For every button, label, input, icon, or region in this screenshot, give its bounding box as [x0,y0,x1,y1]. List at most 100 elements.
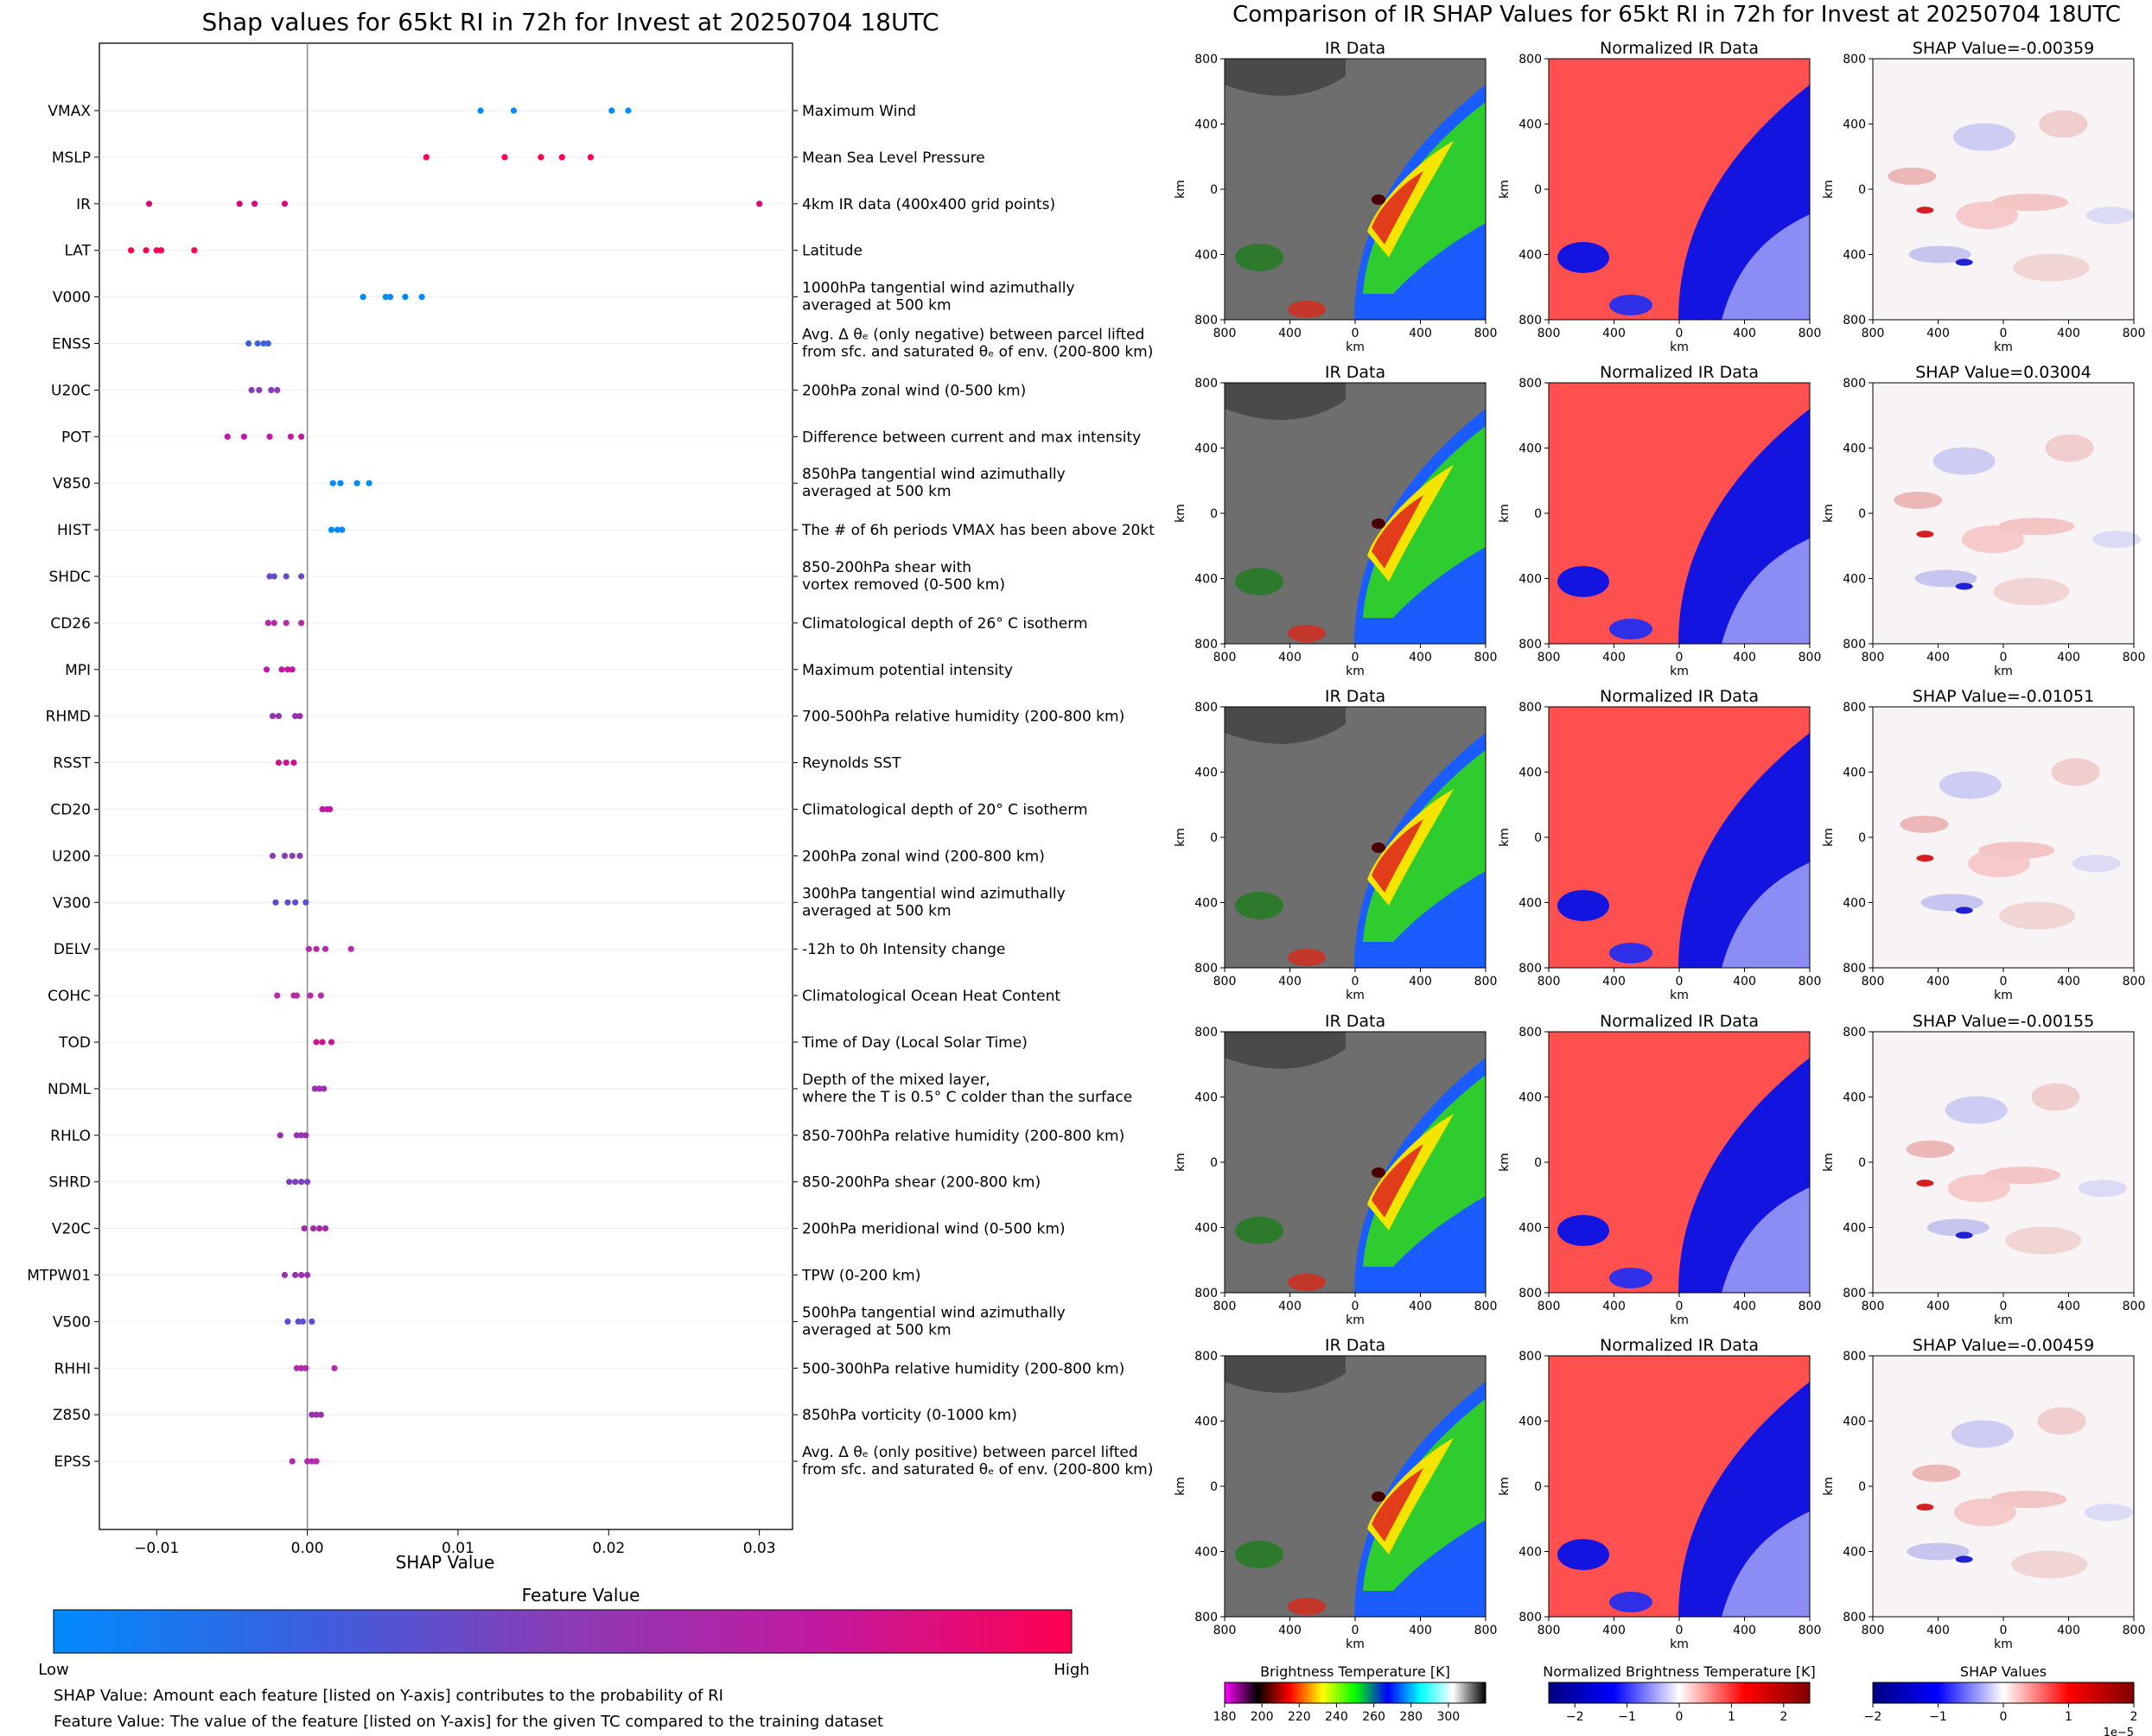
ir-cloud-core-red [1372,171,1423,245]
map-y-tick-label: 800 [1843,701,1866,715]
shap-point [271,573,277,580]
feature-code-label: MTPW01 [27,1268,91,1285]
feature-code-label: ENSS [52,336,91,353]
shap-point [321,1085,328,1092]
shap-point [305,945,312,952]
heatmap-colorbar-tick-label: 0 [1676,1710,1684,1724]
map-x-tick-label: 800 [1213,1624,1237,1637]
map-x-axis-label: km [1670,340,1689,354]
shap-point [274,992,281,999]
shap-point [143,247,150,254]
heatmap-colorbar-tick-label: 260 [1362,1710,1385,1724]
ir-cell [1235,1541,1283,1568]
map-x-tick-label: 0 [2000,327,2008,340]
shap-point [319,1039,326,1046]
shap-point [287,433,295,440]
map-x-tick-label: 800 [1538,1624,1561,1637]
shap-point [307,992,314,999]
map-panel: SHAP Value=0.030048008004004000040040080… [1822,363,2145,678]
map-y-axis-label: km [1498,1153,1512,1172]
x-tick-label: 0.00 [291,1540,324,1557]
feature-description-label: vortex removed (0-500 km) [802,576,1005,594]
shap-point [283,620,290,626]
map-y-tick-label: 400 [1518,442,1542,456]
ir-cloud-core-red [1372,819,1423,893]
colorbar-low-label: Low [38,1661,68,1679]
shap-background [1873,383,2134,644]
norm-cirrus [1722,1187,1810,1293]
shap-point [281,1271,289,1279]
shap-point [128,247,135,254]
map-x-axis-label: km [1670,1313,1689,1327]
map-x-tick-label: 0 [1676,1300,1684,1313]
shap-point [266,573,273,580]
shap-point [298,1271,305,1279]
map-panel-title: SHAP Value=-0.00459 [1913,1336,2094,1355]
shap-background [1873,1356,2134,1617]
map-x-tick-label: 400 [1409,1300,1432,1313]
map-y-axis-label: km [1498,828,1512,847]
ir-land-shadow [1225,59,1346,96]
map-x-tick-label: 400 [1278,1624,1302,1637]
shap-feature-blob [1906,1140,1955,1158]
shap-point [281,200,289,207]
shap-point [275,760,283,766]
map-x-tick-label: 800 [1474,975,1498,989]
map-x-tick-label: 800 [1474,327,1498,340]
ir-cell [1288,949,1326,966]
feature-description-label: Climatological Ocean Heat Content [802,988,1060,1005]
map-x-tick-label: 400 [1409,1624,1432,1637]
map-x-tick-label: 400 [1926,1624,1950,1637]
shap-point [298,573,305,580]
feature-description-label: Climatological depth of 20° C isotherm [802,802,1088,819]
feature-description-label: 4km IR data (400x400 grid points) [802,196,1055,213]
map-y-axis-label: km [1498,180,1512,199]
shap-point [304,1179,311,1186]
map-x-tick-label: 400 [1733,1624,1756,1637]
map-y-tick-label: 400 [1843,897,1866,911]
feature-code-label: SHDC [48,569,91,586]
shap-feature-blob [1998,518,2075,536]
shap-point [327,805,334,813]
norm-cell [1557,1539,1609,1570]
shap-point [298,433,305,440]
shap-point [260,340,267,347]
shap-point [293,1364,300,1371]
feature-description-label: averaged at 500 km [802,902,952,919]
feature-code-label: CD26 [50,615,91,633]
shap-point [311,1085,318,1092]
shap-point [313,1411,320,1418]
shap-point [251,200,258,207]
map-y-tick-label: 0 [1534,183,1542,197]
feature-description-label: Maximum potential intensity [802,662,1013,679]
map-y-tick-label: 0 [1534,1480,1542,1494]
feature-description-label: 300hPa tangential wind azimuthally [802,885,1066,902]
shap-point [284,1318,291,1325]
shap-point [296,852,303,860]
shap-point [309,1225,317,1232]
shap-point [278,666,285,673]
map-y-tick-label: 800 [1518,962,1542,976]
map-x-axis-label: km [1346,1637,1365,1651]
map-y-tick-label: 800 [1518,314,1542,327]
map-x-axis-label: km [1670,1637,1689,1651]
heatmap-colorbar-tick-label: 220 [1288,1710,1311,1724]
map-x-tick-label: 400 [1602,651,1626,665]
map-x-axis-label: km [1346,340,1365,354]
shap-point [331,1364,338,1371]
ir-cloud-core-red [1372,1468,1423,1542]
shap-point [266,433,273,440]
map-y-axis-label: km [1822,1477,1836,1496]
map-y-tick-label: 800 [1843,1287,1866,1300]
heatmap-colorbar: Normalized Brightness Temperature [K] −2 −… [1543,1663,1816,1724]
shap-point [283,573,290,580]
feature-description-label: from sfc. and saturated θₑ of env. (200-… [802,344,1153,361]
map-x-tick-label: 0 [1352,651,1359,665]
feature-description-label: TPW (0-200 km) [801,1268,920,1285]
shap-feature-blob [2085,207,2135,225]
norm-cirrus [1722,862,1810,968]
map-x-tick-label: 400 [2057,327,2080,340]
shap-feature-blob [1914,569,1977,588]
x-tick-label: 0.03 [743,1540,776,1557]
